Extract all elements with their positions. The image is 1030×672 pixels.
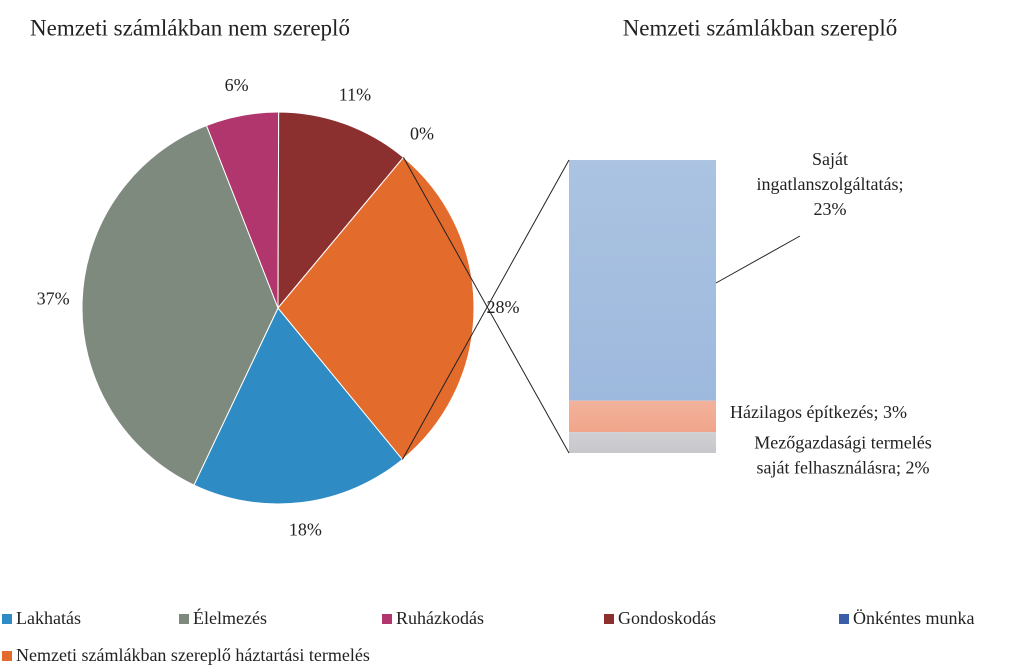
legend-swatch [604,614,614,624]
leader-line [715,235,801,284]
legend-swatch [2,614,12,624]
pie-slice [193,307,404,505]
pie-slice [81,124,279,486]
bar-title: Nemzeti számlákban szereplő [623,15,898,40]
legend-label: Önkéntes munka [853,608,974,628]
pie-slice [277,111,405,310]
legend-swatch [382,614,392,624]
connector [401,159,570,460]
legend-label: Lakhatás [16,608,81,628]
legend-label: Gondoskodás [618,608,716,628]
data-label: 6% [225,75,249,95]
data-label: Mezőgazdasági termelés saját felhasználás… [754,433,931,478]
data-label: 28% [486,297,519,317]
data-label: 0% [410,123,434,143]
legend-label: Nemzeti számlákban szereplő háztartási t… [16,645,370,665]
bar-segment [569,160,716,401]
connector [403,157,570,454]
data-label: 18% [289,519,322,539]
legend-swatch [839,614,849,624]
data-label: 11% [339,85,371,105]
legend-swatch [2,651,12,661]
legend-swatch [179,614,189,624]
bar-segment [569,400,716,433]
bar-segment [569,432,716,453]
data-label: Saját ingatlanszolgáltatás; 23% [757,149,904,219]
pie-slice [277,156,475,461]
data-label: 37% [37,288,70,308]
legend-label: Élelmezés [193,607,267,628]
data-label: Házilagos építkezés; 3% [730,402,907,422]
pie-title: Nemzeti számlákban nem szereplő [30,15,350,40]
legend-label: Ruházkodás [396,608,484,628]
